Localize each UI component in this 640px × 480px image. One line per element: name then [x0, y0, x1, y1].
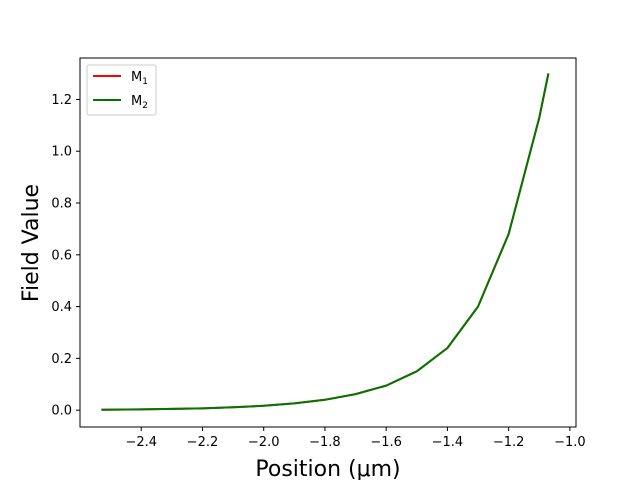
y-tick-label: 0.2 — [51, 352, 72, 367]
plot-frame — [79, 57, 577, 428]
x-tick-label: −1.2 — [493, 435, 525, 450]
y-axis-label: Field Value — [19, 184, 44, 302]
legend-label-m2-sub: 2 — [142, 101, 148, 111]
x-tick-label: −1.6 — [370, 435, 402, 450]
x-tick-label: −1.0 — [554, 435, 586, 450]
series-line-m1 — [101, 73, 550, 411]
plot-area: −2.4 −2.2 −2.0 −1.8 −1.6 −1.4 −1.2 −1.0 0.00.20… — [51, 57, 586, 450]
legend-box — [86, 64, 157, 116]
legend-label-m1: M1 — [131, 70, 148, 87]
legend: M1 M2 — [86, 64, 157, 116]
legend-label-m1-sub: 1 — [142, 77, 148, 87]
x-tick-label: −2.2 — [187, 435, 219, 450]
y-tick-label: 0.8 — [51, 197, 72, 212]
x-tick-label: −1.8 — [309, 435, 341, 450]
y-tick-label: 1.2 — [51, 93, 72, 108]
x-tick-label: −2.4 — [125, 435, 157, 450]
series-layer — [101, 73, 550, 411]
y-tick-label: 1.0 — [51, 145, 72, 160]
y-tick-label: 0.6 — [51, 248, 72, 263]
x-axis-label: Position (μm) — [255, 457, 400, 480]
series-line-m2 — [101, 73, 550, 411]
y-axis-ticks: 0.0 0.2 0.4 0.6 0.8 1.0 1.2 — [51, 93, 80, 419]
legend-label-m1-main: M — [131, 70, 142, 85]
x-tick-label: −1.4 — [432, 435, 464, 450]
legend-label-m2: M2 — [131, 94, 148, 111]
x-axis-ticks: −2.4 −2.2 −2.0 −1.8 −1.6 −1.4 −1.2 −1.0 — [125, 427, 586, 450]
legend-label-m2-main: M — [131, 94, 142, 109]
y-tick-label: 0.4 — [51, 300, 72, 315]
x-tick-label: −2.0 — [248, 435, 280, 450]
y-tick-label: 0.0 — [51, 404, 72, 419]
